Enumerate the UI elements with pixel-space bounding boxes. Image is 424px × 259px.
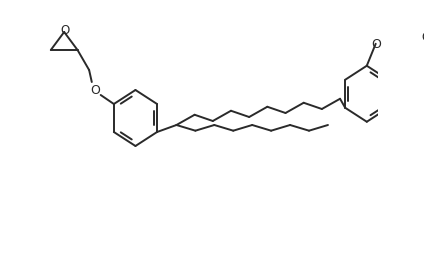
Text: O: O — [61, 24, 70, 37]
Text: O: O — [90, 83, 100, 97]
Text: O: O — [421, 31, 424, 44]
Text: O: O — [372, 38, 382, 51]
